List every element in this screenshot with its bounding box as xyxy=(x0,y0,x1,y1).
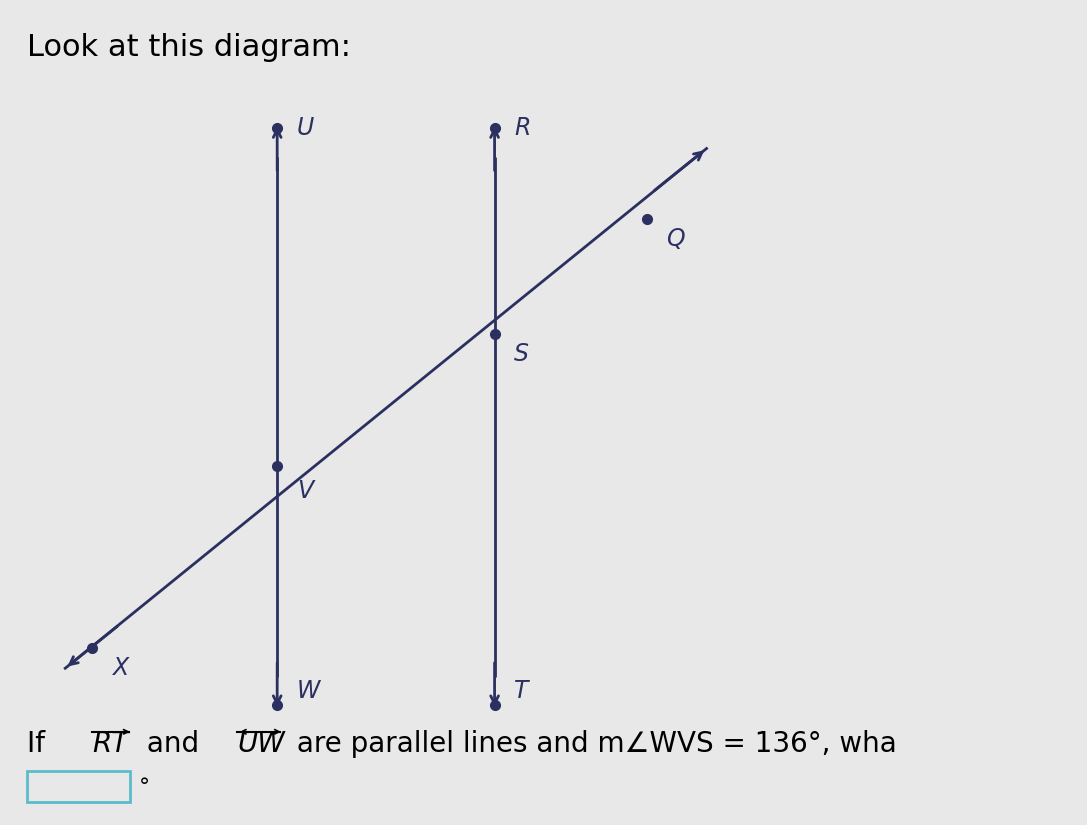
Text: Look at this diagram:: Look at this diagram: xyxy=(27,33,351,62)
Text: T: T xyxy=(514,679,528,704)
Text: UW: UW xyxy=(237,730,285,758)
Text: are parallel lines and m∠WVS = 136°, wha: are parallel lines and m∠WVS = 136°, wha xyxy=(288,730,897,758)
Text: V: V xyxy=(297,478,313,502)
Text: and: and xyxy=(138,730,208,758)
Bar xyxy=(27,771,130,802)
Text: RT: RT xyxy=(92,730,128,758)
Text: °: ° xyxy=(139,777,150,797)
Text: X: X xyxy=(112,656,128,680)
Text: R: R xyxy=(514,116,530,140)
Text: U: U xyxy=(297,116,314,140)
Text: S: S xyxy=(514,342,529,366)
Text: Q: Q xyxy=(666,227,685,251)
Text: If: If xyxy=(27,730,54,758)
Text: W: W xyxy=(297,679,321,704)
